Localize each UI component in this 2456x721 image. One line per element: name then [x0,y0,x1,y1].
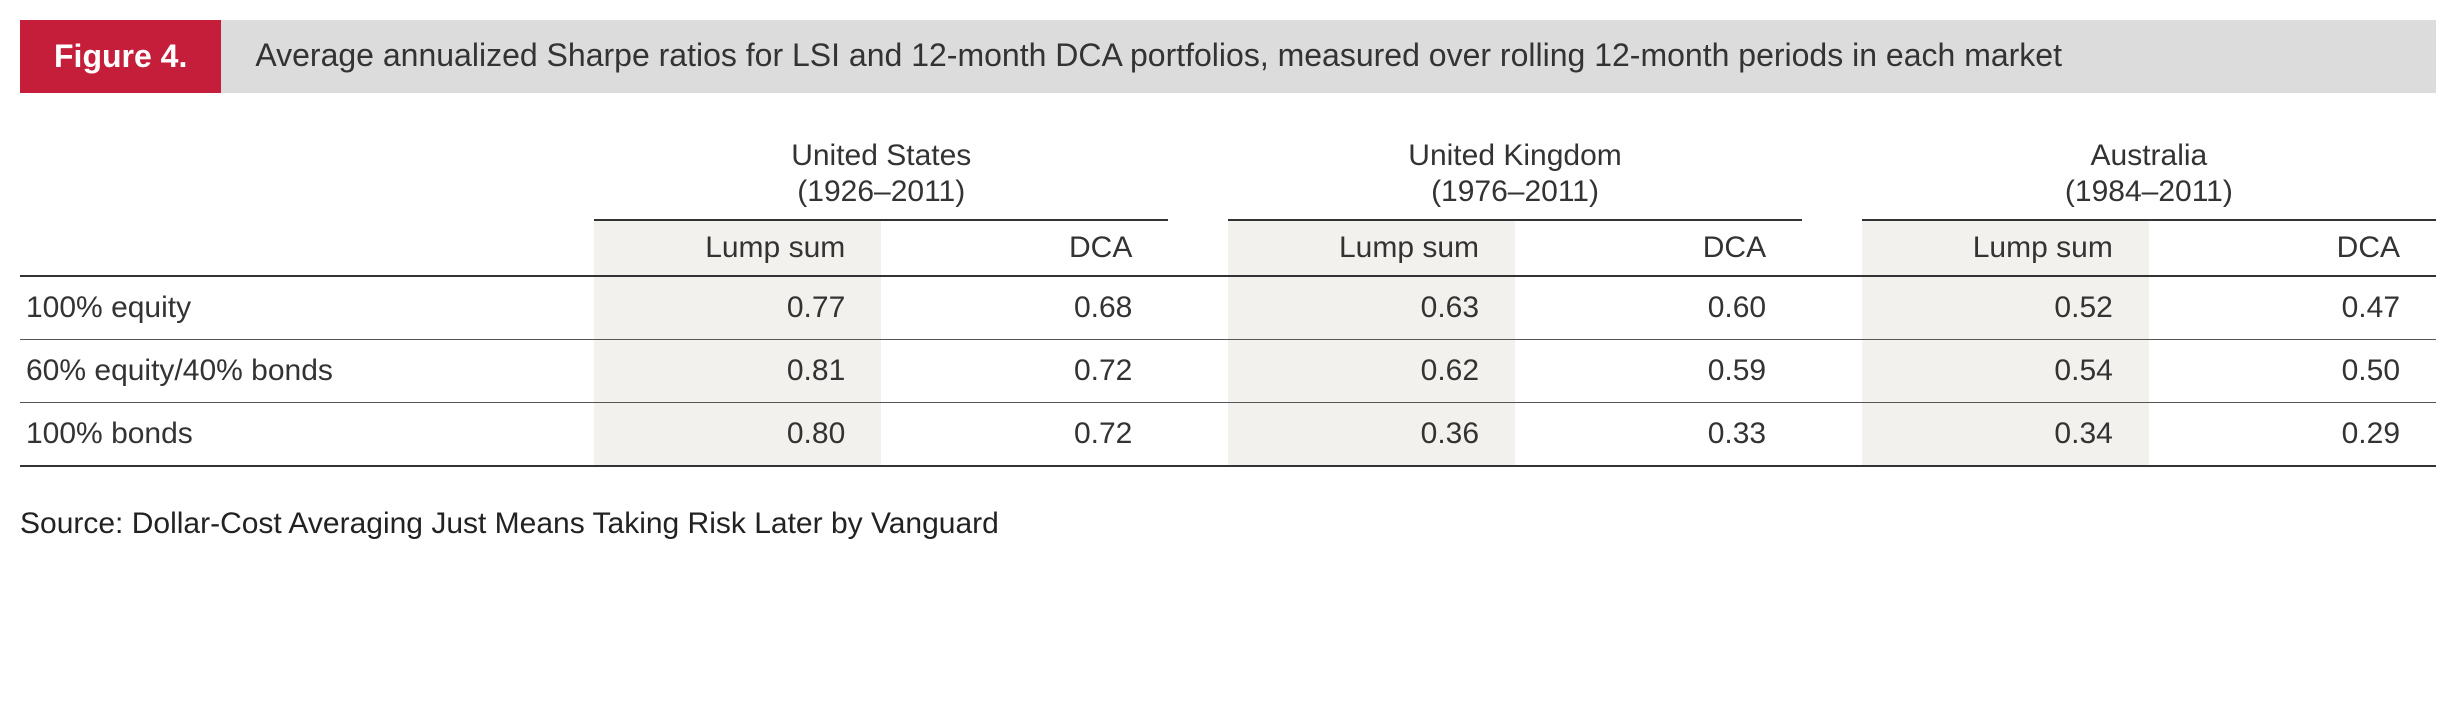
figure-title: Average annualized Sharpe ratios for LSI… [221,20,2436,93]
cell-value: 0.50 [2149,340,2436,403]
cell-value: 0.52 [1862,276,2149,340]
sharpe-table: United States United Kingdom Australia (… [20,133,2436,467]
subheader-dca: DCA [2149,220,2436,276]
figure-header: Figure 4. Average annualized Sharpe rati… [20,20,2436,93]
cell-value: 0.47 [2149,276,2436,340]
years-row: (1926–2011) (1976–2011) (1984–2011) [20,175,2436,220]
row-label: 100% bonds [20,403,594,467]
cell-value: 0.68 [881,276,1168,340]
subheader-lump: Lump sum [1862,220,2149,276]
cell-value: 0.36 [1228,403,1515,467]
years-header: (1984–2011) [1862,175,2436,220]
cell-value: 0.77 [594,276,881,340]
country-header: Australia [1862,133,2436,175]
country-header: United Kingdom [1228,133,1802,175]
table-row: 60% equity/40% bonds 0.81 0.72 0.62 0.59… [20,340,2436,403]
cell-value: 0.33 [1515,403,1802,467]
row-label: 60% equity/40% bonds [20,340,594,403]
subheader-row: Lump sum DCA Lump sum DCA Lump sum DCA [20,220,2436,276]
source-text: Source: Dollar-Cost Averaging Just Means… [20,507,2436,541]
cell-value: 0.60 [1515,276,1802,340]
cell-value: 0.72 [881,403,1168,467]
subheader-dca: DCA [881,220,1168,276]
cell-value: 0.34 [1862,403,2149,467]
row-label: 100% equity [20,276,594,340]
cell-value: 0.63 [1228,276,1515,340]
country-header: United States [594,133,1168,175]
subheader-dca: DCA [1515,220,1802,276]
cell-value: 0.62 [1228,340,1515,403]
cell-value: 0.59 [1515,340,1802,403]
years-header: (1926–2011) [594,175,1168,220]
cell-value: 0.54 [1862,340,2149,403]
cell-value: 0.72 [881,340,1168,403]
country-row: United States United Kingdom Australia [20,133,2436,175]
subheader-lump: Lump sum [1228,220,1515,276]
table-row: 100% equity 0.77 0.68 0.63 0.60 0.52 0.4… [20,276,2436,340]
table-row: 100% bonds 0.80 0.72 0.36 0.33 0.34 0.29 [20,403,2436,467]
years-header: (1976–2011) [1228,175,1802,220]
cell-value: 0.80 [594,403,881,467]
figure-label: Figure 4. [20,20,221,93]
cell-value: 0.81 [594,340,881,403]
cell-value: 0.29 [2149,403,2436,467]
subheader-lump: Lump sum [594,220,881,276]
